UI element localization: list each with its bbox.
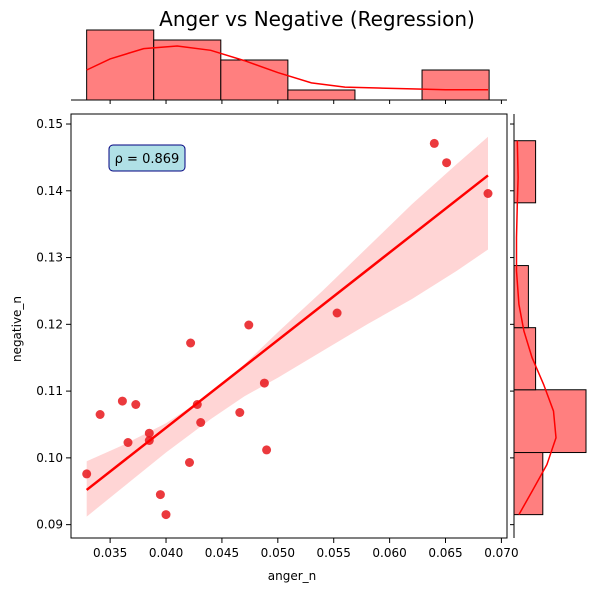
x-tick-label: 0.065 — [428, 546, 462, 560]
data-point — [82, 469, 92, 479]
y-tick-label: 0.11 — [36, 384, 63, 398]
data-point — [185, 458, 194, 467]
x-tick-label: 0.040 — [149, 546, 183, 560]
right-hist-bar — [513, 452, 544, 516]
y-tick-label: 0.09 — [36, 518, 63, 532]
data-point — [144, 428, 154, 438]
correlation-annotation: ρ = 0.869 — [108, 144, 186, 172]
x-axis-ticks: 0.035 0.040 0.045 0.050 0.055 0.060 0.065 0.070 — [93, 538, 519, 560]
plot-frame — [70, 113, 508, 539]
y-axis-label: negative_n — [10, 296, 24, 362]
confidence-band — [86, 136, 488, 517]
x-tick-label: 0.035 — [93, 546, 127, 560]
data-point — [161, 510, 171, 520]
data-point — [429, 138, 439, 148]
data-point — [442, 158, 452, 168]
data-point — [235, 408, 245, 417]
annotation-box — [108, 144, 186, 172]
main-spines — [70, 113, 508, 539]
top-kde-curve — [86, 45, 488, 91]
right-hist-bar — [513, 389, 587, 454]
y-tick-label: 0.13 — [36, 251, 63, 265]
x-tick-label: 0.055 — [317, 546, 351, 560]
data-point — [186, 338, 196, 348]
data-point — [131, 400, 141, 409]
data-point — [117, 396, 127, 406]
y-tick-label: 0.12 — [36, 317, 63, 331]
y-tick-label: 0.14 — [36, 184, 63, 198]
chart-title: Anger vs Negative (Regression) — [159, 7, 475, 31]
regression-line — [85, 174, 489, 491]
top-hist-bar — [421, 69, 490, 101]
x-tick-label: 0.050 — [261, 546, 295, 560]
y-tick-label: 0.10 — [36, 451, 63, 465]
data-point — [196, 418, 206, 427]
data-point — [332, 308, 342, 318]
y-tick-label: 0.15 — [36, 117, 63, 131]
x-axis-label: anger_n — [268, 569, 317, 583]
data-point — [95, 410, 105, 419]
x-tick-label: 0.070 — [484, 546, 518, 560]
x-tick-label: 0.045 — [205, 546, 239, 560]
confidence-band-layer — [86, 136, 488, 517]
main-plot: 0.035 0.040 0.045 0.050 0.055 0.060 0.065 0.070… — [36, 113, 519, 560]
data-point — [123, 438, 133, 447]
top-hist-bar — [220, 59, 289, 101]
right-kde-curve — [515, 140, 557, 515]
top-hist-bar — [153, 39, 222, 101]
top-marginal-histogram — [71, 29, 507, 104]
data-point — [259, 378, 269, 388]
annotation-text: ρ = 0.869 — [115, 152, 180, 167]
right-marginal-histogram — [510, 114, 587, 538]
y-axis-ticks: 0.09 0.10 0.11 0.12 0.13 0.14 0.15 — [36, 117, 71, 532]
data-point — [155, 490, 165, 500]
data-point — [483, 189, 493, 198]
top-hist-bar — [287, 89, 356, 101]
data-point — [244, 320, 254, 330]
regression-line-layer — [85, 174, 489, 491]
x-tick-label: 0.060 — [372, 546, 406, 560]
data-point — [262, 445, 272, 455]
